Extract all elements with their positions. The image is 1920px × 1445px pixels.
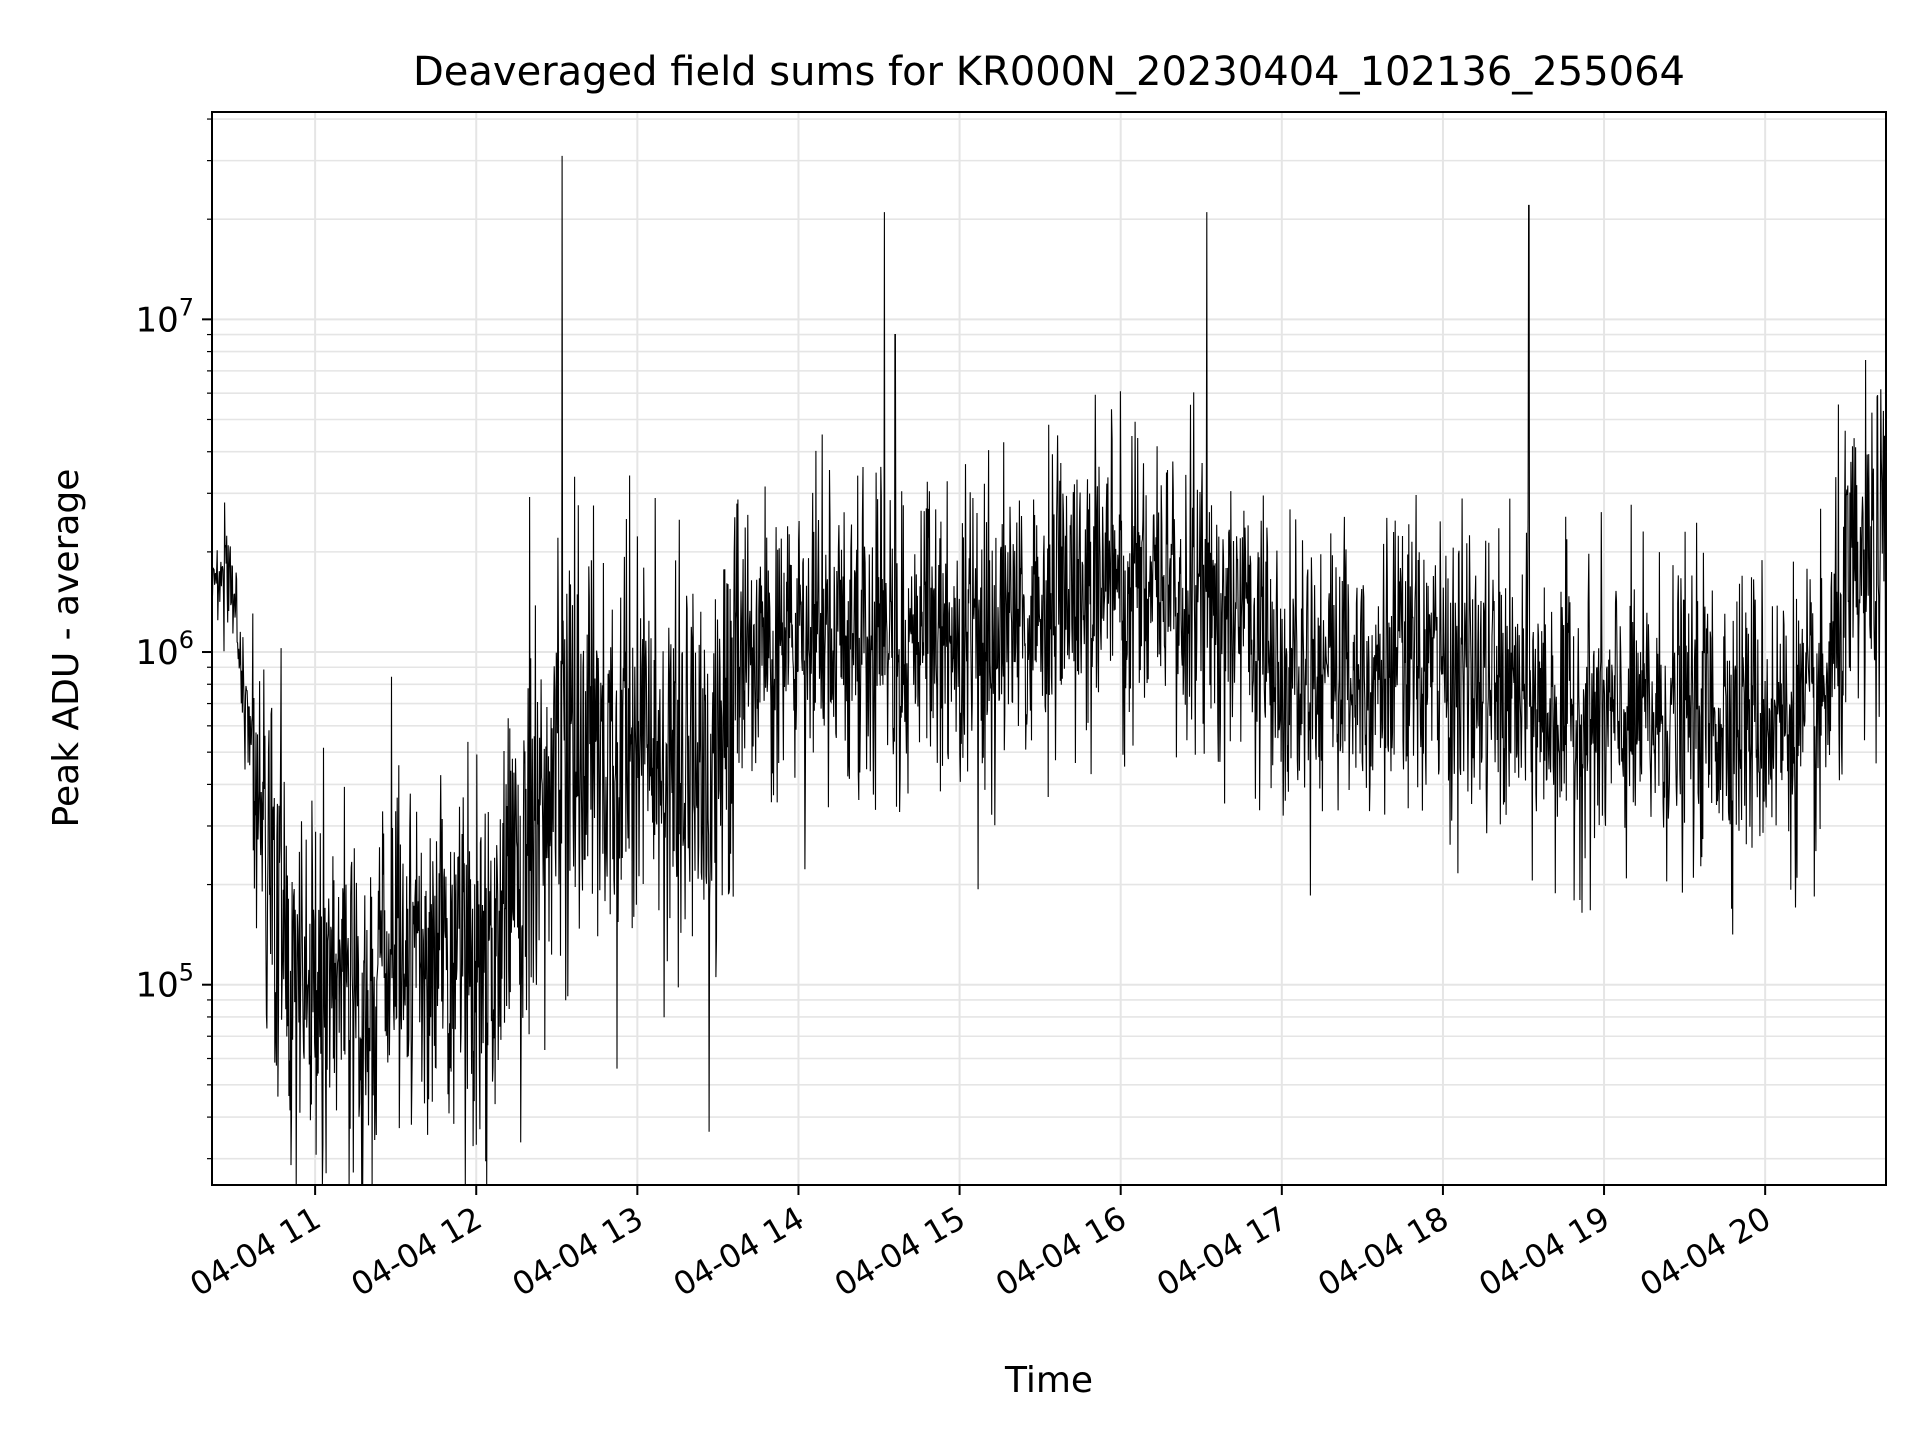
y-tick-base: 10 <box>135 633 178 673</box>
data-series <box>211 155 1887 1185</box>
y-tick-base: 10 <box>135 966 178 1006</box>
series-line <box>211 155 1887 1185</box>
chart-title: Deaveraged field sums for KR000N_2023040… <box>413 49 1685 95</box>
plot-frame <box>211 111 1887 1186</box>
y-tick-base: 10 <box>135 300 178 340</box>
y-tick-label: 106 <box>135 626 194 673</box>
y-tick-label: 105 <box>135 959 194 1006</box>
x-axis-label: Time <box>1004 1360 1093 1401</box>
y-tick-exponent: 5 <box>179 959 194 987</box>
y-tick-exponent: 6 <box>179 626 194 654</box>
y-tick-exponent: 7 <box>179 293 194 321</box>
y-axis-label: Peak ADU - average <box>46 469 87 828</box>
y-tick-label: 107 <box>135 293 194 340</box>
